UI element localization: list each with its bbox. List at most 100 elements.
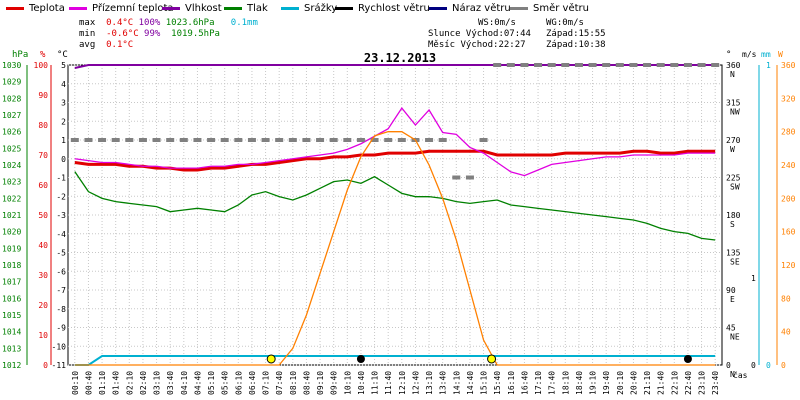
- axis-unit-time: čas: [733, 370, 748, 380]
- series-point-direction: [138, 138, 147, 142]
- sun-marker: [266, 354, 276, 364]
- axis-unit-radiation: W: [778, 50, 783, 59]
- legend-label: Rychlost větru: [358, 3, 430, 14]
- legend-swatch: [281, 7, 299, 10]
- legend-label: Směr větru: [533, 3, 589, 14]
- tick-label-time: 00:10: [71, 371, 80, 395]
- legend-swatch: [335, 7, 353, 10]
- tick-label-rain: 0: [766, 361, 771, 370]
- legend-swatch: [69, 7, 87, 10]
- series-point-direction: [234, 138, 243, 142]
- legend-label: Srážky: [304, 3, 338, 14]
- tick-label-time: 10:10: [343, 371, 352, 395]
- legend-item: Přízemní teplota: [69, 3, 174, 14]
- tick-label-direction: 45: [726, 324, 736, 333]
- legend-item: Rychlost větru: [335, 3, 430, 14]
- tick-label-time: 03:10: [153, 371, 162, 395]
- series-point-direction: [193, 138, 202, 142]
- series-point-direction: [711, 63, 720, 67]
- wind-speed-readout: WS:0m/s: [478, 18, 516, 28]
- tick-label-time: 16:10: [507, 371, 516, 395]
- tick-label-pressure: 1022: [2, 194, 21, 203]
- series-point-direction: [302, 138, 311, 142]
- legend-item: Tlak: [224, 3, 268, 14]
- series-point-direction: [574, 63, 583, 67]
- moon-rise: Měsíc Východ:22:27: [428, 40, 526, 50]
- tick-label-pressure: 1018: [2, 261, 21, 270]
- tick-label-radiation: 40: [781, 328, 791, 337]
- series-point-direction: [98, 138, 107, 142]
- sun-marker: [487, 354, 497, 364]
- legend-swatch: [224, 7, 242, 10]
- tick-label-pressure: 1027: [2, 111, 21, 120]
- tick-label-direction-name: E: [730, 295, 735, 304]
- stat-min: min -0.6°C 99% 1019.5hPa: [79, 29, 220, 39]
- legend-item: Teplota: [6, 3, 65, 14]
- tick-label-time: 05:10: [207, 371, 216, 395]
- series-point-direction: [629, 63, 638, 67]
- series-line-temperature: [74, 149, 716, 172]
- series-point-direction: [316, 138, 325, 142]
- tick-label-time: 20:10: [616, 371, 625, 395]
- series-point-direction: [384, 138, 393, 142]
- series-point-direction: [465, 175, 474, 180]
- series-point-direction: [370, 138, 379, 142]
- series-point-direction: [656, 63, 665, 67]
- tick-label-time: 10:40: [357, 371, 366, 395]
- tick-label-time: 19:10: [589, 371, 598, 395]
- tick-label-direction-name: NE: [730, 333, 740, 342]
- tick-label-temperature: -6: [56, 267, 66, 276]
- tick-label-time: 04:10: [180, 371, 189, 395]
- series-point-direction: [70, 138, 79, 142]
- legend-item: Vlhkost: [162, 3, 222, 14]
- series-point-direction: [520, 63, 529, 67]
- legend-swatch: [429, 7, 447, 10]
- tick-label-pressure: 1016: [2, 294, 21, 303]
- wind-gust-readout: WG:0m/s: [546, 18, 584, 28]
- tick-label-temperature: 4: [61, 80, 66, 89]
- legend-item: Náraz větru: [429, 3, 511, 14]
- series-point-direction: [275, 138, 284, 142]
- tick-label-time: 06:40: [248, 371, 257, 395]
- tick-label-pressure: 1023: [2, 178, 21, 187]
- tick-label-pressure: 1014: [2, 328, 21, 337]
- series-point-direction: [670, 63, 679, 67]
- tick-label-direction: 315: [726, 99, 741, 108]
- series-point-direction: [697, 63, 706, 67]
- tick-label-time: 09:40: [330, 371, 339, 395]
- tick-label-temperature: -4: [56, 230, 66, 239]
- tick-label-direction-name: NW: [730, 108, 740, 117]
- series-line-pressure: [74, 171, 716, 241]
- tick-label-radiation: 320: [781, 94, 796, 103]
- legend-swatch: [510, 7, 528, 10]
- tick-label-pressure: 1028: [2, 94, 21, 103]
- tick-label-time: 11:40: [384, 371, 393, 395]
- series-point-direction: [166, 138, 175, 142]
- legend-item: Směr větru: [510, 3, 589, 14]
- tick-label-direction: 360: [726, 61, 741, 70]
- series-point-direction: [220, 138, 229, 142]
- legend-label: Vlhkost: [185, 3, 222, 14]
- tick-label-time: 08:10: [289, 371, 298, 395]
- tick-label-direction-name: W: [730, 145, 735, 154]
- moon-marker: [356, 355, 365, 363]
- tick-label-pressure: 1015: [2, 311, 21, 320]
- tick-label-time: 23:10: [698, 371, 707, 395]
- tick-label-radiation: 360: [781, 61, 796, 70]
- tick-label-time: 20:40: [629, 371, 638, 395]
- series-point-direction: [84, 138, 93, 142]
- tick-label-time: 02:10: [125, 371, 134, 395]
- tick-label-radiation: 240: [781, 161, 796, 170]
- tick-label-rain: 1: [766, 61, 771, 70]
- moon-marker: [683, 355, 692, 363]
- series-point-direction: [425, 138, 434, 142]
- tick-label-direction: 90: [726, 286, 736, 295]
- tick-label-direction: 225: [726, 174, 741, 183]
- sun-set: Západ:15:55: [546, 29, 606, 39]
- stat-max: max 0.4°C 100% 1023.6hPa 0.1mm: [79, 18, 258, 28]
- tick-label-time: 07:10: [262, 371, 271, 395]
- legend-item: Srážky: [281, 3, 337, 14]
- series-point-direction: [152, 138, 161, 142]
- tick-label-time: 21:40: [657, 371, 666, 395]
